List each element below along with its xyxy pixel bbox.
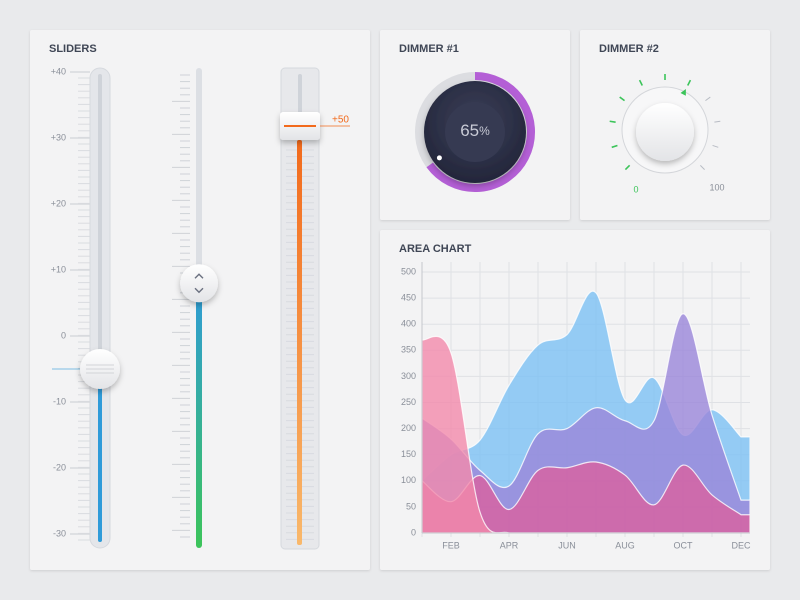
panel-title: SLIDERS bbox=[49, 43, 97, 55]
slider-value: +50 bbox=[332, 115, 349, 126]
dimmer-inner bbox=[445, 102, 505, 162]
dimmer-marker bbox=[680, 89, 686, 96]
scale-label: +20 bbox=[51, 198, 66, 208]
x-tick-label: APR bbox=[500, 540, 519, 550]
dimmer-tick bbox=[624, 164, 631, 171]
panel-title: DIMMER #1 bbox=[399, 43, 459, 55]
dimmer-value: 65% bbox=[460, 121, 490, 140]
dimmer-knob[interactable] bbox=[636, 103, 694, 161]
dimmer-tick bbox=[638, 79, 644, 86]
scale-label: -20 bbox=[53, 462, 66, 472]
slider-groove bbox=[298, 74, 302, 124]
content: +40 +30 +20 +10 0 -10 -20 -30 +50 65% 0 100 0 50 100 15… bbox=[51, 66, 751, 550]
dimmer-tick bbox=[714, 120, 721, 123]
x-tick-label: AUG bbox=[615, 540, 635, 550]
scale-label: -30 bbox=[53, 528, 66, 538]
scale-label: -10 bbox=[53, 396, 66, 406]
panel-title: DIMMER #2 bbox=[599, 43, 659, 55]
dimmer-tick bbox=[712, 144, 719, 148]
x-tick-label: JUN bbox=[558, 540, 576, 550]
y-tick-label: 200 bbox=[401, 423, 416, 433]
y-tick-label: 450 bbox=[401, 292, 416, 302]
dimmer-tick bbox=[705, 96, 711, 102]
y-tick-label: 50 bbox=[406, 501, 416, 511]
slider-fill bbox=[196, 283, 202, 548]
dimmer-dot bbox=[436, 155, 442, 161]
y-tick-label: 0 bbox=[411, 527, 416, 537]
slider-fill bbox=[98, 369, 102, 542]
y-tick-label: 250 bbox=[401, 397, 416, 407]
y-tick-label: 100 bbox=[401, 475, 416, 485]
y-tick-label: 350 bbox=[401, 345, 416, 355]
dimmer-tick bbox=[686, 79, 692, 86]
slider-fill bbox=[297, 140, 302, 545]
dimmer-arc bbox=[426, 72, 535, 192]
area bbox=[422, 313, 750, 533]
panel-title: AREA CHART bbox=[399, 243, 472, 255]
dimmer-max: 100 bbox=[709, 182, 724, 192]
slider-knob[interactable] bbox=[180, 264, 218, 303]
dimmer-min: 0 bbox=[633, 184, 638, 194]
area bbox=[422, 461, 750, 533]
x-tick-label: DEC bbox=[731, 540, 751, 550]
scale-label: +30 bbox=[51, 132, 66, 142]
scale-label: +10 bbox=[51, 264, 66, 274]
plot-area bbox=[422, 290, 750, 533]
y-tick-label: 400 bbox=[401, 319, 416, 329]
dimmer-tick bbox=[611, 144, 618, 149]
value-unit: % bbox=[479, 124, 490, 138]
x-tick-label: OCT bbox=[674, 540, 694, 550]
y-tick-label: 150 bbox=[401, 449, 416, 459]
scale-label: +40 bbox=[51, 66, 66, 76]
y-tick-label: 300 bbox=[401, 371, 416, 381]
y-tick-label: 500 bbox=[401, 266, 416, 276]
dimmer-tick bbox=[609, 120, 616, 123]
dimmer-tick bbox=[700, 165, 705, 170]
value-number: 65 bbox=[460, 121, 479, 140]
dimmer-tick bbox=[619, 96, 626, 102]
knob-arrows bbox=[194, 273, 204, 294]
x-tick-label: FEB bbox=[442, 540, 460, 550]
area bbox=[422, 335, 750, 533]
scale-label: 0 bbox=[61, 330, 66, 340]
